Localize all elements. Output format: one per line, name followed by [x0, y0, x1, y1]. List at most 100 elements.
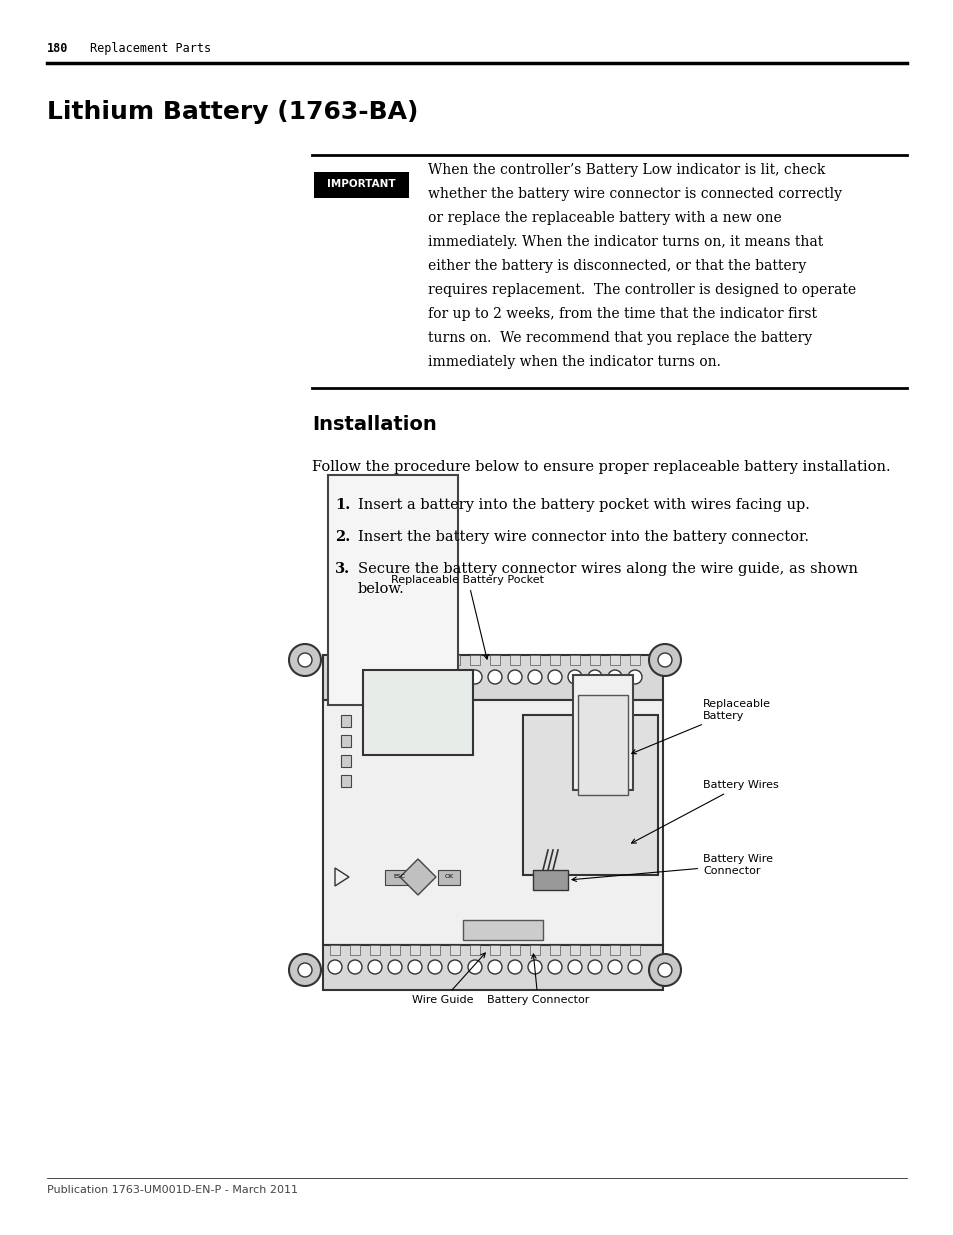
- Bar: [314, 172, 409, 198]
- Text: OK: OK: [444, 874, 453, 879]
- Bar: [569, 945, 579, 955]
- Bar: [430, 655, 439, 664]
- Bar: [328, 475, 457, 705]
- Bar: [462, 920, 542, 940]
- Text: either the battery is disconnected, or that the battery: either the battery is disconnected, or t…: [428, 259, 805, 273]
- Bar: [629, 655, 639, 664]
- Text: whether the battery wire connector is connected correctly: whether the battery wire connector is co…: [428, 186, 841, 201]
- Text: ESC: ESC: [393, 874, 405, 879]
- Circle shape: [648, 953, 680, 986]
- Circle shape: [388, 960, 401, 974]
- Circle shape: [547, 671, 561, 684]
- Circle shape: [328, 960, 341, 974]
- Bar: [437, 869, 459, 885]
- Circle shape: [648, 643, 680, 676]
- Bar: [370, 945, 379, 955]
- Circle shape: [567, 671, 581, 684]
- Bar: [490, 655, 499, 664]
- Circle shape: [289, 643, 320, 676]
- Circle shape: [388, 671, 401, 684]
- Text: Publication 1763-UM001D-EN-P - March 2011: Publication 1763-UM001D-EN-P - March 201…: [47, 1186, 297, 1195]
- Circle shape: [328, 671, 341, 684]
- Bar: [390, 655, 399, 664]
- Text: Installation: Installation: [312, 415, 436, 433]
- Bar: [470, 945, 479, 955]
- Bar: [340, 735, 351, 747]
- Bar: [350, 945, 359, 955]
- Bar: [578, 695, 627, 795]
- Bar: [390, 945, 399, 955]
- Circle shape: [428, 960, 441, 974]
- Bar: [430, 945, 439, 955]
- Bar: [589, 945, 599, 955]
- Bar: [350, 655, 359, 664]
- Circle shape: [488, 671, 501, 684]
- Circle shape: [567, 960, 581, 974]
- Circle shape: [297, 963, 312, 977]
- Text: for up to 2 weeks, from the time that the indicator first: for up to 2 weeks, from the time that th…: [428, 308, 816, 321]
- Text: Replaceable
Battery: Replaceable Battery: [631, 699, 770, 753]
- Text: IMPORTANT: IMPORTANT: [327, 179, 395, 189]
- Bar: [522, 715, 658, 876]
- Circle shape: [607, 960, 621, 974]
- Bar: [510, 655, 519, 664]
- Bar: [609, 945, 619, 955]
- Bar: [550, 945, 559, 955]
- Circle shape: [627, 671, 641, 684]
- Bar: [470, 655, 479, 664]
- Bar: [330, 655, 339, 664]
- Circle shape: [527, 671, 541, 684]
- Text: Battery Wire
Connector: Battery Wire Connector: [572, 855, 772, 882]
- Circle shape: [428, 671, 441, 684]
- Bar: [550, 655, 559, 664]
- Circle shape: [468, 960, 481, 974]
- Bar: [323, 945, 662, 990]
- Bar: [573, 676, 633, 790]
- Circle shape: [289, 953, 320, 986]
- Circle shape: [368, 671, 381, 684]
- Bar: [340, 715, 351, 727]
- Text: Follow the procedure below to ensure proper replaceable battery installation.: Follow the procedure below to ensure pro…: [312, 459, 890, 474]
- Bar: [370, 655, 379, 664]
- Circle shape: [527, 960, 541, 974]
- Text: 180: 180: [47, 42, 69, 56]
- Bar: [530, 945, 539, 955]
- Circle shape: [468, 671, 481, 684]
- Text: Wire Guide: Wire Guide: [412, 953, 485, 1005]
- Circle shape: [348, 960, 361, 974]
- Circle shape: [507, 960, 521, 974]
- Bar: [450, 945, 459, 955]
- Text: 2.: 2.: [335, 530, 350, 543]
- Bar: [530, 655, 539, 664]
- Circle shape: [448, 671, 461, 684]
- Text: Lithium Battery (1763-BA): Lithium Battery (1763-BA): [47, 100, 418, 124]
- Circle shape: [368, 960, 381, 974]
- Bar: [510, 945, 519, 955]
- Circle shape: [587, 960, 601, 974]
- Circle shape: [348, 671, 361, 684]
- Text: Insert the battery wire connector into the battery connector.: Insert the battery wire connector into t…: [357, 530, 808, 543]
- Text: 1.: 1.: [335, 498, 350, 513]
- Text: immediately when the indicator turns on.: immediately when the indicator turns on.: [428, 354, 720, 369]
- Bar: [450, 655, 459, 664]
- Circle shape: [448, 960, 461, 974]
- Text: Secure the battery connector wires along the wire guide, as shown: Secure the battery connector wires along…: [357, 562, 857, 576]
- Bar: [330, 945, 339, 955]
- Bar: [609, 655, 619, 664]
- Text: Replaceable Battery Pocket: Replaceable Battery Pocket: [391, 576, 544, 659]
- Text: Replacement Parts: Replacement Parts: [90, 42, 211, 56]
- Text: Battery Connector: Battery Connector: [486, 953, 589, 1005]
- Circle shape: [658, 963, 671, 977]
- Circle shape: [408, 960, 421, 974]
- Text: below.: below.: [357, 582, 404, 597]
- Circle shape: [587, 671, 601, 684]
- Text: 3.: 3.: [335, 562, 350, 576]
- Circle shape: [488, 960, 501, 974]
- Bar: [410, 655, 419, 664]
- Bar: [323, 700, 662, 945]
- Circle shape: [658, 653, 671, 667]
- Circle shape: [627, 960, 641, 974]
- Text: immediately. When the indicator turns on, it means that: immediately. When the indicator turns on…: [428, 235, 822, 249]
- Text: Battery Wires: Battery Wires: [631, 781, 778, 844]
- Bar: [385, 869, 413, 885]
